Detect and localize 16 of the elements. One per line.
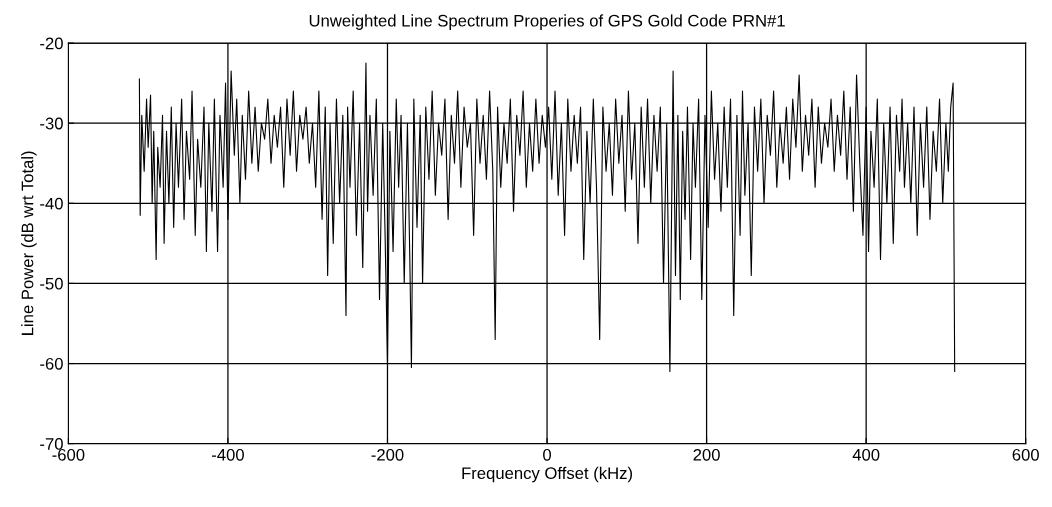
- x-tick-label: 400: [852, 448, 880, 461]
- x-axis-title: Frequency Offset (kHz): [462, 466, 632, 483]
- x-tick-label: 200: [693, 448, 720, 461]
- y-tick-label: -50: [40, 277, 63, 290]
- chart-title: Unweighted Line Spectrum Properies of GPS Gold Code PRN#1: [309, 14, 785, 30]
- x-tick-label: -400: [212, 448, 244, 461]
- x-tick-label: 600: [1012, 448, 1039, 461]
- x-tick-label: 0: [543, 448, 552, 461]
- y-axis-title: Line Power (dB wrt Total): [21, 151, 37, 335]
- y-tick-label: -30: [40, 117, 63, 130]
- y-tick-label: -60: [40, 357, 63, 370]
- x-tick-label: -600: [52, 448, 85, 461]
- y-tick-label: -20: [40, 37, 63, 50]
- x-tick-label: -200: [371, 448, 404, 461]
- y-tick-label: -40: [40, 197, 63, 210]
- y-tick-label: -70: [40, 438, 63, 450]
